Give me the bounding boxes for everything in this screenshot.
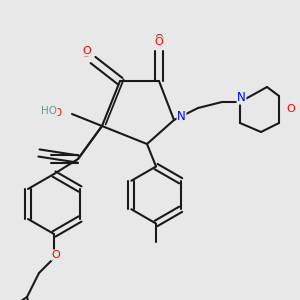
Text: O: O [51,250,60,260]
Text: HO: HO [46,107,62,118]
Text: O: O [81,49,90,59]
Text: O: O [82,46,91,56]
Text: O: O [154,34,164,44]
Text: HO: HO [41,106,57,116]
Text: N: N [177,110,186,124]
Text: O: O [154,37,164,47]
Text: O: O [286,104,296,115]
Text: N: N [237,91,246,104]
